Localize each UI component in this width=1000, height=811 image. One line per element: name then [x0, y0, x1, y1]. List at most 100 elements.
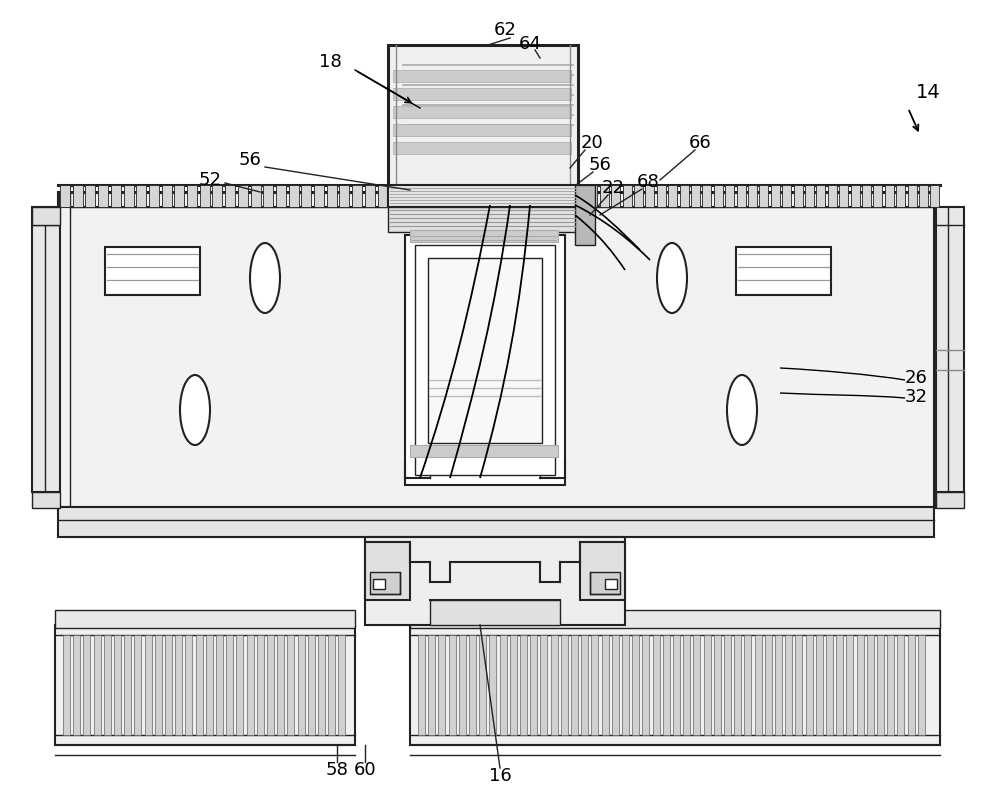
Bar [816, 185, 825, 207]
Ellipse shape [727, 375, 757, 445]
Bar [124, 185, 134, 207]
Bar [339, 185, 349, 207]
Bar [415, 245, 555, 475]
Bar [165, 635, 172, 735]
Bar [642, 635, 649, 735]
Bar [489, 635, 496, 735]
Bar [683, 635, 690, 735]
Bar [301, 185, 311, 207]
Bar [289, 185, 299, 207]
Bar [885, 185, 894, 207]
Bar [428, 258, 542, 443]
Bar [459, 635, 466, 735]
Bar [393, 106, 571, 118]
Bar [388, 45, 578, 205]
Bar [896, 185, 905, 207]
Bar [851, 185, 860, 207]
Bar [918, 635, 925, 735]
Bar [702, 185, 711, 207]
Bar [410, 625, 940, 745]
Bar [338, 635, 345, 735]
Text: 20: 20 [581, 134, 603, 152]
Bar [430, 600, 560, 625]
Bar [857, 635, 864, 735]
Text: 58: 58 [326, 761, 348, 779]
Bar [744, 635, 751, 735]
Bar [693, 635, 700, 735]
Bar [393, 142, 571, 154]
Bar [32, 207, 60, 492]
Bar [58, 507, 934, 537]
Bar [318, 635, 325, 735]
Bar [388, 185, 578, 207]
Bar [83, 635, 90, 735]
Bar [393, 88, 571, 100]
Bar [428, 635, 435, 735]
Bar [645, 185, 654, 207]
Bar [378, 185, 388, 207]
Bar [782, 185, 791, 207]
Bar [418, 635, 425, 735]
Bar [691, 185, 700, 207]
Bar [794, 185, 803, 207]
Text: 18: 18 [319, 53, 341, 71]
Text: 52: 52 [198, 171, 222, 189]
Bar [277, 635, 284, 735]
Bar [919, 185, 928, 207]
Bar [32, 207, 60, 225]
Bar [873, 185, 882, 207]
Bar [185, 635, 192, 735]
Bar [828, 185, 837, 207]
Bar [714, 635, 721, 735]
Bar [673, 635, 680, 735]
Bar [806, 635, 813, 735]
Bar [196, 635, 203, 735]
Text: 60: 60 [354, 761, 376, 779]
Bar [226, 635, 233, 735]
Text: 32: 32 [904, 388, 928, 406]
Bar [174, 185, 184, 207]
Bar [111, 185, 121, 207]
Bar [755, 635, 762, 735]
Bar [257, 635, 264, 735]
Text: 64: 64 [519, 35, 541, 53]
Bar [540, 635, 547, 735]
Bar [63, 635, 70, 735]
Bar [393, 124, 571, 136]
Bar [73, 635, 80, 735]
Bar [785, 635, 792, 735]
Bar [734, 635, 741, 735]
Bar [737, 185, 746, 207]
Bar [805, 185, 814, 207]
Bar [373, 579, 385, 589]
Bar [73, 185, 83, 207]
Bar [410, 230, 558, 242]
Bar [98, 185, 108, 207]
Bar [308, 635, 315, 735]
Bar [657, 185, 666, 207]
Bar [206, 635, 213, 735]
Bar [765, 635, 772, 735]
Bar [725, 185, 734, 207]
Bar [623, 185, 632, 207]
Bar [200, 185, 210, 207]
Bar [216, 635, 223, 735]
Bar [724, 635, 731, 735]
Bar [611, 185, 620, 207]
Bar [862, 185, 871, 207]
Bar [634, 185, 643, 207]
Bar [602, 635, 609, 735]
Bar [591, 635, 598, 735]
Bar [704, 635, 711, 735]
Bar [590, 572, 620, 594]
Bar [839, 185, 848, 207]
Bar [365, 537, 625, 625]
Bar [622, 635, 629, 735]
Bar [653, 635, 660, 735]
Bar [365, 542, 410, 600]
Text: 22: 22 [602, 179, 624, 197]
Bar [575, 185, 595, 245]
Bar [162, 185, 172, 207]
Bar [225, 185, 235, 207]
Bar [930, 185, 939, 207]
